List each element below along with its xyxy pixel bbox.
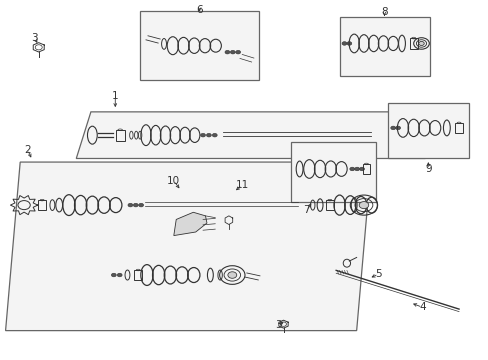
Text: 4: 4 [418, 302, 425, 312]
Text: 7: 7 [303, 206, 309, 216]
Circle shape [395, 126, 400, 130]
FancyBboxPatch shape [339, 17, 429, 76]
Circle shape [346, 42, 351, 45]
Circle shape [111, 273, 116, 277]
Text: 10: 10 [167, 176, 180, 186]
Bar [116, 130, 124, 140]
Text: 1: 1 [112, 91, 119, 101]
Text: 6: 6 [196, 5, 203, 15]
Circle shape [235, 50, 240, 54]
Text: 8: 8 [380, 7, 387, 17]
Bar [362, 164, 369, 174]
Polygon shape [5, 162, 370, 330]
Text: 2: 2 [24, 144, 31, 154]
Circle shape [133, 203, 138, 207]
Bar [454, 123, 462, 133]
Circle shape [117, 273, 122, 277]
Bar [38, 200, 46, 210]
Bar [325, 200, 333, 210]
Circle shape [390, 126, 395, 130]
Circle shape [227, 272, 236, 278]
Circle shape [359, 202, 368, 208]
Circle shape [359, 167, 364, 171]
Circle shape [349, 167, 354, 171]
Polygon shape [76, 112, 439, 158]
Bar [134, 270, 142, 280]
Text: 9: 9 [424, 164, 431, 174]
Circle shape [341, 42, 346, 45]
Circle shape [206, 134, 211, 137]
Circle shape [224, 50, 229, 54]
Circle shape [354, 167, 359, 171]
Bar [409, 38, 417, 49]
Circle shape [230, 50, 235, 54]
Text: 3: 3 [31, 33, 38, 43]
Circle shape [128, 203, 133, 207]
Circle shape [200, 134, 205, 137]
Circle shape [418, 41, 424, 45]
FancyBboxPatch shape [140, 12, 259, 80]
Circle shape [212, 134, 217, 137]
FancyBboxPatch shape [290, 142, 375, 202]
Text: 3: 3 [275, 320, 282, 330]
FancyBboxPatch shape [387, 103, 468, 158]
Text: 11: 11 [235, 180, 248, 190]
Polygon shape [173, 212, 206, 235]
Text: 5: 5 [374, 269, 381, 279]
Circle shape [139, 203, 143, 207]
